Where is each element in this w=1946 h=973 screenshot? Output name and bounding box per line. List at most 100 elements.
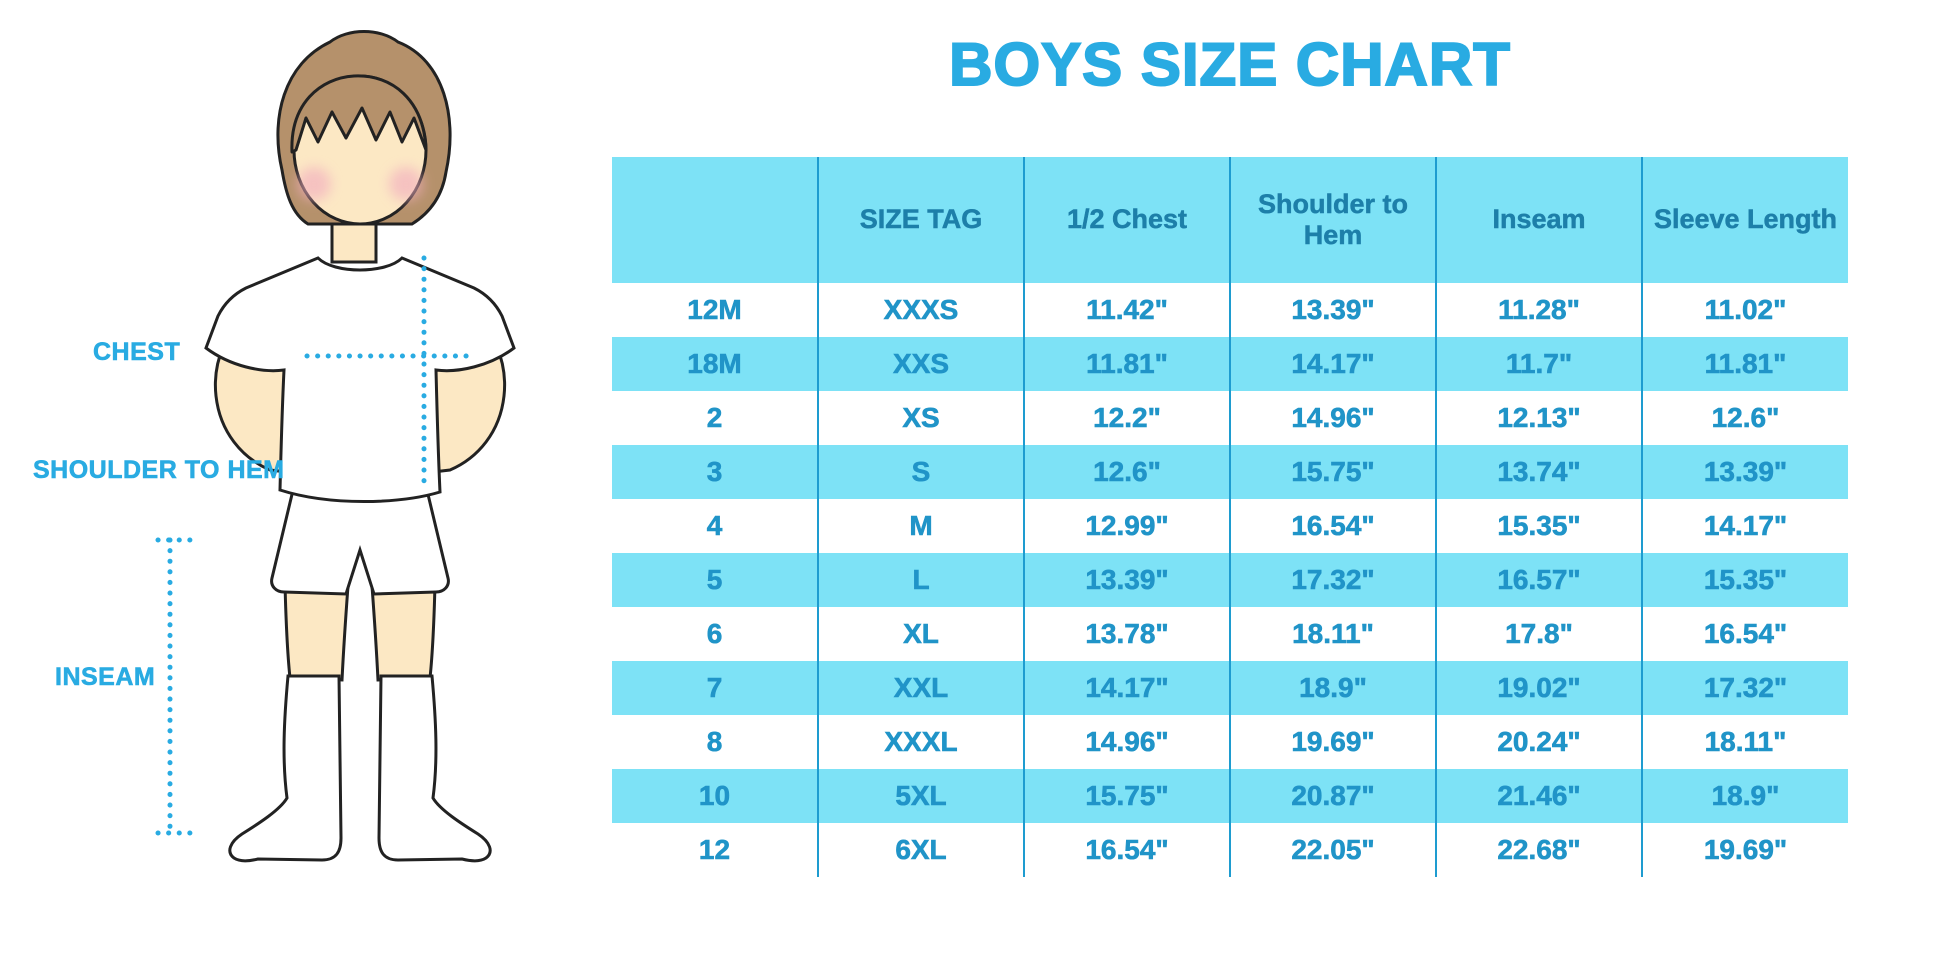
table-cell: 17.32" <box>1641 661 1848 715</box>
table-cell: 5 <box>612 553 818 607</box>
column-header-3: Shoulder to Hem <box>1229 157 1436 283</box>
table-cell: L <box>817 553 1024 607</box>
boy-left-cheek <box>297 167 331 201</box>
table-cell: XL <box>817 607 1024 661</box>
column-header-2: 1/2 Chest <box>1023 157 1230 283</box>
table-cell: 13.74" <box>1435 445 1642 499</box>
table-cell: XXL <box>817 661 1024 715</box>
table-cell: 12.6" <box>1641 391 1848 445</box>
table-cell: 13.78" <box>1023 607 1230 661</box>
header-row: SIZE TAG 1/2 Chest Shoulder to Hem Inseam Sl… <box>612 157 1848 283</box>
inseam-label: INSEAM <box>55 663 156 692</box>
table-cell: 19.69" <box>1229 715 1436 769</box>
table-cell: 6 <box>706 618 723 650</box>
table-row-6: 6 XL 13.78" 18.11" 17.8" 16.54" <box>612 607 1848 661</box>
table-cell: 5XL <box>817 769 1024 823</box>
table-cell: 18M <box>612 337 818 391</box>
size-table-body: 12M XXXS 11.42" 13.39" 11.28" 11.02" 18M XXS 11.… <box>612 283 1848 877</box>
boy-fringe <box>290 74 428 154</box>
table-cell: 12M <box>687 294 742 326</box>
column-header-4: Inseam <box>1435 157 1642 283</box>
table-row-3: 3 S 12.6" 15.75" 13.74" 13.39" <box>612 445 1848 499</box>
table-row-10: 10 5XL 15.75" 20.87" 21.46" 18.9" <box>612 769 1848 823</box>
table-cell: 19.69" <box>1641 823 1848 877</box>
table-cell: 11.02" <box>1641 283 1848 337</box>
table-cell: 12.2" <box>1023 391 1230 445</box>
table-cell: 16.54" <box>1023 823 1230 877</box>
table-cell: 20.24" <box>1435 715 1642 769</box>
table-cell: 13.39" <box>1641 445 1848 499</box>
column-header-1: SIZE TAG <box>817 157 1024 283</box>
table-row-12M: 12M XXXS 11.42" 13.39" 11.28" 11.02" <box>612 283 1848 337</box>
chest-label: CHEST <box>93 338 181 367</box>
table-cell: 11.42" <box>1023 283 1230 337</box>
table-row-7: 7 XXL 14.17" 18.9" 19.02" 17.32" <box>612 661 1848 715</box>
boy-illustration <box>155 30 516 863</box>
table-cell: XS <box>817 391 1024 445</box>
table-cell: 14.17" <box>1641 499 1848 553</box>
size-table-header: SIZE TAG 1/2 Chest Shoulder to Hem Inseam Sl… <box>612 157 1848 283</box>
table-cell: XXXS <box>817 283 1024 337</box>
table-row-2: 2 XS 12.2" 14.96" 12.13" 12.6" <box>612 391 1848 445</box>
table-cell: 14.17" <box>1229 337 1436 391</box>
table-row-12: 12 6XL 16.54" 22.05" 22.68" 19.69" <box>612 823 1848 877</box>
table-cell: 17.8" <box>1435 607 1642 661</box>
table-cell: 22.68" <box>1435 823 1642 877</box>
table-row-8: 8 XXXL 14.96" 19.69" 20.24" 18.11" <box>612 715 1848 769</box>
table-cell: 14.96" <box>1023 715 1230 769</box>
table-cell: 15.35" <box>1435 499 1642 553</box>
boy-right-leg <box>370 580 437 682</box>
table-cell: 6XL <box>817 823 1024 877</box>
boy-shorts <box>270 484 450 596</box>
table-cell: 18.11" <box>1229 607 1436 661</box>
table-cell: 12.6" <box>1023 445 1230 499</box>
table-cell: 16.54" <box>1229 499 1436 553</box>
table-row-5: 5 L 13.39" 17.32" 16.57" 15.35" <box>612 553 1848 607</box>
boy-shirt <box>204 256 516 503</box>
table-row-18M: 18M XXS 11.81" 14.17" 11.7" 11.81" <box>612 337 1848 391</box>
table-cell: 14.96" <box>1229 391 1436 445</box>
table-cell: XXS <box>817 337 1024 391</box>
table-cell: 12.13" <box>1435 391 1642 445</box>
table-cell: 11.28" <box>1435 283 1642 337</box>
table-cell: 16.57" <box>1435 553 1642 607</box>
table-cell: 4 <box>706 510 723 542</box>
boy-right-cheek <box>389 167 423 201</box>
table-cell: M <box>817 499 1024 553</box>
table-cell: 18.9" <box>1229 661 1436 715</box>
table-cell: XXXL <box>817 715 1024 769</box>
table-cell: 22.05" <box>1229 823 1436 877</box>
boy-right-sock <box>377 674 492 863</box>
table-cell: 2 <box>706 402 723 434</box>
table-row-4: 4 M 12.99" 16.54" 15.35" 14.17" <box>612 499 1848 553</box>
table-cell: 11.7" <box>1435 337 1642 391</box>
table-cell: 11.81" <box>1023 337 1230 391</box>
table-cell: 20.87" <box>1229 769 1436 823</box>
table-cell: 15.35" <box>1641 553 1848 607</box>
table-cell: 16.54" <box>1641 607 1848 661</box>
boys-size-table: SIZE TAG 1/2 Chest Shoulder to Hem Inseam Sl… <box>612 157 1848 877</box>
table-cell: 18.11" <box>1641 715 1848 769</box>
table-cell: 12.99" <box>1023 499 1230 553</box>
table-cell: 15.75" <box>1229 445 1436 499</box>
table-cell: 13.39" <box>1229 283 1436 337</box>
table-cell: 14.17" <box>1023 661 1230 715</box>
shoulder-to-hem-label: SHOULDER TO HEM <box>33 456 285 485</box>
table-cell: S <box>817 445 1024 499</box>
table-cell: 12 <box>698 834 731 866</box>
table-cell: 10 <box>612 769 818 823</box>
table-cell: 15.75" <box>1023 769 1230 823</box>
table-cell: 13.39" <box>1023 553 1230 607</box>
table-cell: 8 <box>706 726 723 758</box>
table-cell: 11.81" <box>1641 337 1848 391</box>
table-cell: 17.32" <box>1229 553 1436 607</box>
table-cell: 21.46" <box>1435 769 1642 823</box>
table-cell: 7 <box>612 661 818 715</box>
column-header-5: Sleeve Length <box>1641 157 1848 283</box>
table-cell: 19.02" <box>1435 661 1642 715</box>
page-title: BOYS SIZE CHART <box>948 30 1511 99</box>
boy-left-sock <box>228 674 343 863</box>
table-cell: 3 <box>612 445 818 499</box>
boy-left-leg <box>283 580 350 682</box>
